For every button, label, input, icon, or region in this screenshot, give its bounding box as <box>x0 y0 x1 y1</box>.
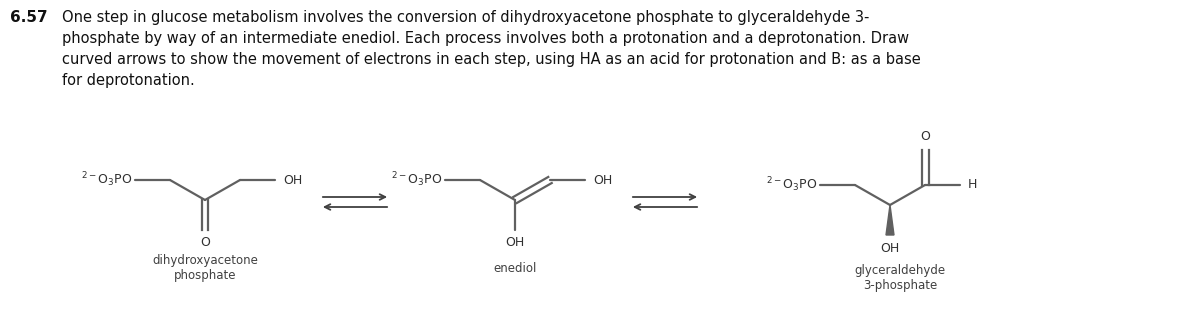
Text: OH: OH <box>593 174 613 186</box>
Text: O: O <box>920 130 930 143</box>
Text: H: H <box>967 178 977 191</box>
Polygon shape <box>886 205 894 235</box>
Text: $^{2-}$O$_3$PO: $^{2-}$O$_3$PO <box>766 176 817 194</box>
Text: OH: OH <box>505 237 524 250</box>
Text: $^{2-}$O$_3$PO: $^{2-}$O$_3$PO <box>391 171 442 189</box>
Text: OH: OH <box>881 241 900 254</box>
Text: One step in glucose metabolism involves the conversion of dihydroxyacetone phosp: One step in glucose metabolism involves … <box>62 10 922 88</box>
Text: O: O <box>200 236 210 248</box>
Text: OH: OH <box>283 174 302 186</box>
Text: dihydroxyacetone
phosphate: dihydroxyacetone phosphate <box>152 254 258 282</box>
Text: enediol: enediol <box>493 261 536 274</box>
Text: glyceraldehyde
3-phosphate: glyceraldehyde 3-phosphate <box>854 264 946 292</box>
Text: $^{2-}$O$_3$PO: $^{2-}$O$_3$PO <box>80 171 132 189</box>
Text: 6.57: 6.57 <box>10 10 47 24</box>
